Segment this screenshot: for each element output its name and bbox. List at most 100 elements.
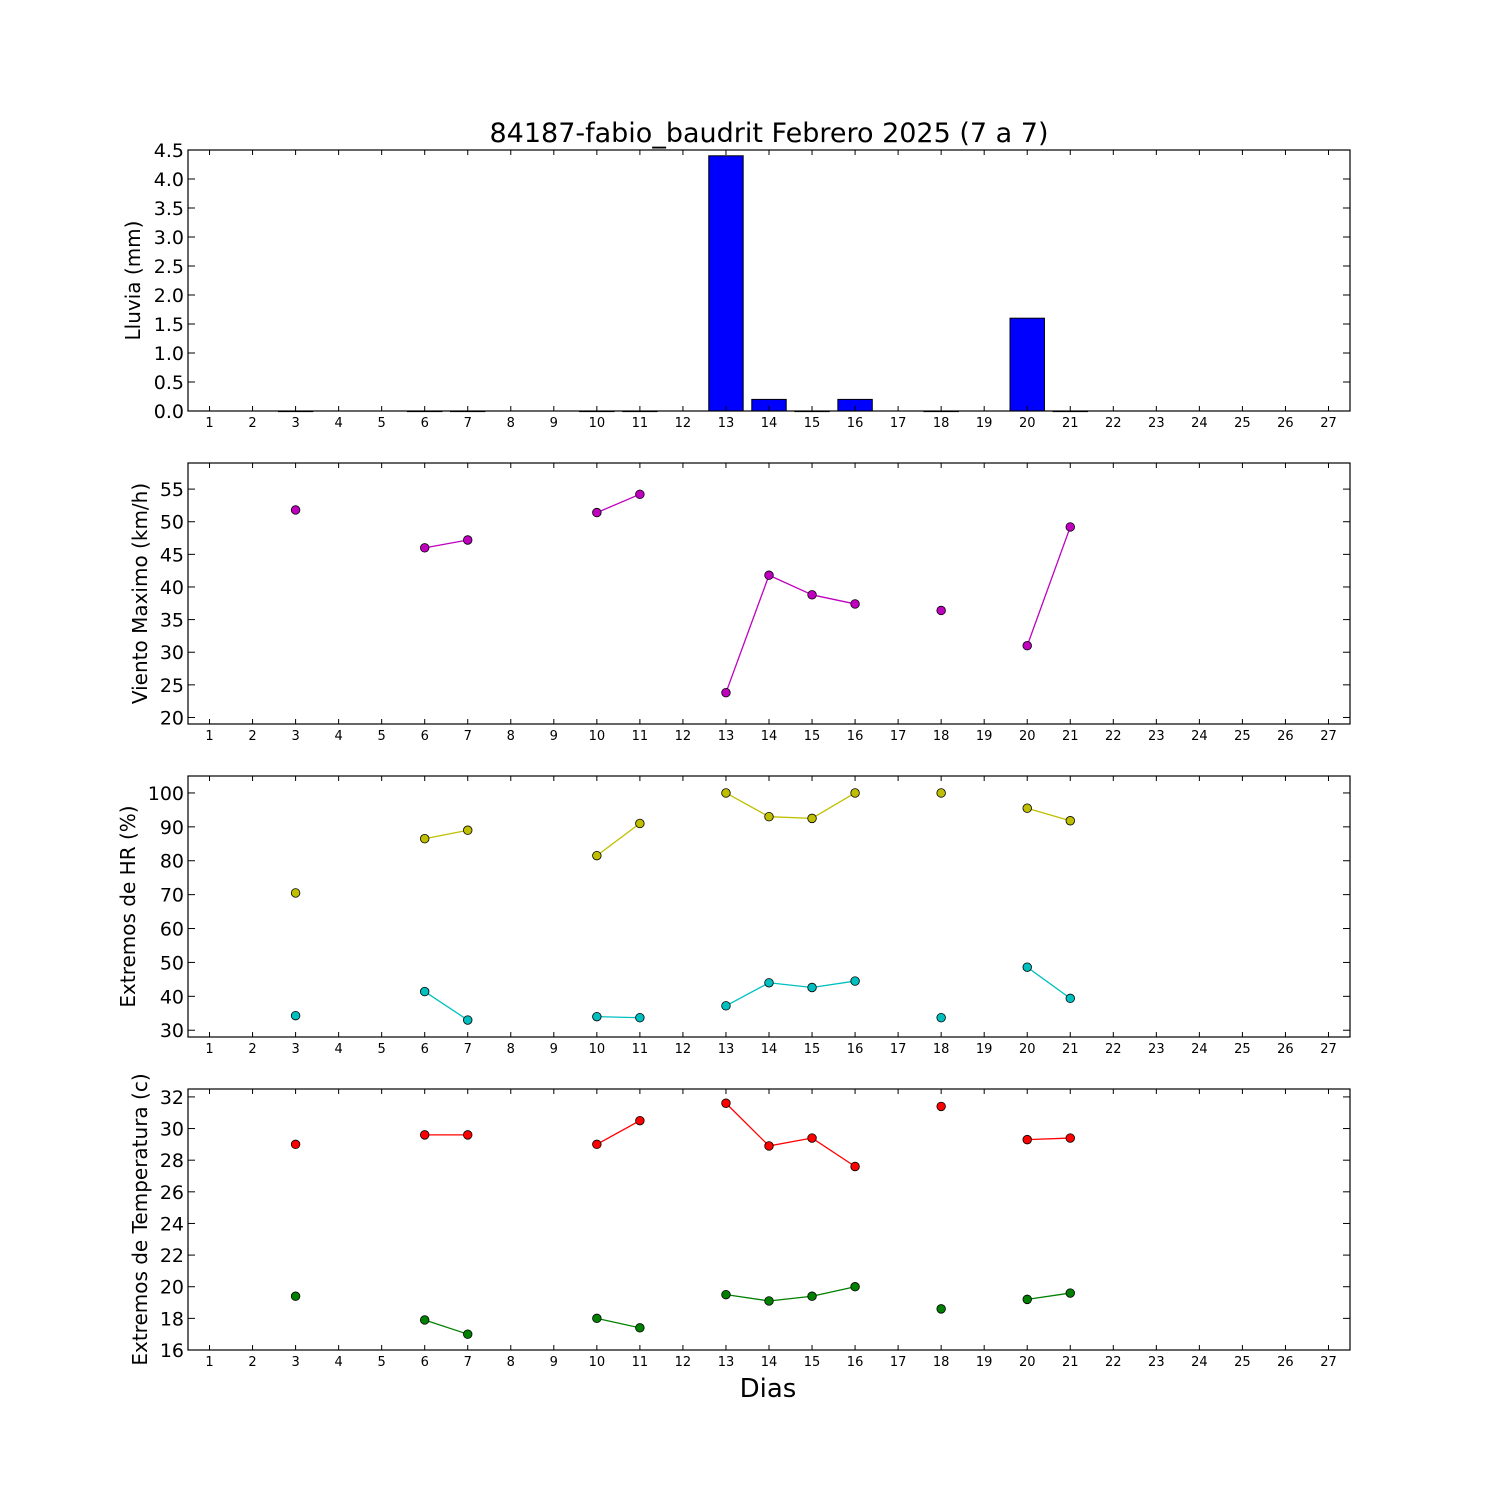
series-1-point-day-6 (420, 1130, 430, 1140)
series-2-segment (768, 1295, 813, 1302)
series-2-point-day-11 (635, 1323, 645, 1333)
plot-frame (187, 462, 1351, 725)
x-tick-label: 5 (378, 1355, 386, 1370)
series-2-point-day-20 (1022, 962, 1032, 972)
series-2-point-day-15 (807, 1291, 817, 1301)
x-tick-label: 15 (804, 1355, 821, 1370)
x-tick-label: 10 (589, 1042, 606, 1057)
series-2-point-day-3 (290, 1010, 301, 1021)
x-tick-label: 26 (1277, 416, 1294, 431)
x-tick-label: 9 (550, 729, 558, 744)
x-tick-label: 21 (1062, 416, 1079, 431)
series-1-segment (768, 1137, 813, 1147)
x-tick-label: 8 (507, 1042, 515, 1057)
series-1-point-day-15 (807, 1133, 817, 1143)
x-tick-label: 11 (632, 1355, 649, 1370)
x-tick-label: 19 (976, 1042, 993, 1057)
series-2-point-day-14 (764, 1296, 774, 1306)
x-tick-label: 8 (507, 416, 515, 431)
x-tick-label: 18 (933, 1355, 950, 1370)
series-1-point-day-6 (420, 834, 430, 844)
x-tick-label: 27 (1320, 729, 1337, 744)
series-1-point-day-16 (850, 788, 860, 798)
series-1-point-day-18 (936, 1101, 946, 1112)
x-tick-label: 5 (378, 729, 386, 744)
series-1-segment (1027, 807, 1071, 822)
series-2-segment (596, 1317, 641, 1329)
x-tick-label: 2 (248, 729, 256, 744)
series-1-segment (725, 792, 770, 818)
x-tick-label: 16 (847, 416, 864, 431)
x-tick-label: 6 (421, 416, 429, 431)
series-1-segment (596, 1120, 641, 1145)
y-tick-label: 35 (160, 610, 184, 632)
x-tick-label: 24 (1191, 729, 1208, 744)
series-1-point-day-7 (463, 1130, 473, 1140)
series-2-point-day-16 (850, 1282, 860, 1292)
x-tick-label: 3 (291, 416, 299, 431)
x-tick-label: 5 (378, 416, 386, 431)
x-tick-label: 11 (632, 1042, 649, 1057)
y-tick-label: 70 (160, 885, 184, 907)
x-tick-label: 12 (675, 1355, 692, 1370)
series-1-point-day-10 (592, 1139, 602, 1150)
series-2-point-day-11 (635, 1012, 645, 1023)
series-1-point-day-11 (635, 1115, 645, 1126)
x-tick-label: 18 (933, 729, 950, 744)
series-1-segment (768, 574, 813, 596)
y-axis-label: Extremos de Temperatura (c) (128, 1073, 152, 1365)
x-axis-label: Dias (740, 1374, 797, 1404)
x-tick-label: 9 (550, 1042, 558, 1057)
y-tick-label: 28 (160, 1150, 184, 1172)
x-tick-label: 2 (248, 416, 256, 431)
series-1-point-day-14 (764, 811, 774, 822)
series-2-point-day-16 (850, 976, 860, 986)
series-2-segment (596, 1016, 640, 1019)
x-tick-label: 21 (1062, 1355, 1079, 1370)
series-1-point-day-18 (936, 605, 946, 616)
series-1-segment (725, 575, 770, 693)
series-2-point-day-18 (936, 1012, 946, 1023)
y-tick-label: 40 (160, 577, 184, 599)
x-tick-label: 20 (1019, 416, 1036, 431)
chart-title: 84187-fabio_baudrit Febrero 2025 (7 a 7) (489, 118, 1048, 149)
series-1-segment (424, 539, 468, 549)
x-tick-label: 23 (1148, 729, 1165, 744)
series-1-point-day-15 (807, 590, 817, 600)
y-tick-label: 0.0 (154, 401, 184, 423)
x-tick-label: 27 (1320, 416, 1337, 431)
series-1-point-day-13 (721, 788, 731, 798)
x-tick-label: 4 (334, 416, 342, 431)
series-1-point-day-3 (290, 1139, 301, 1150)
y-tick-label: 50 (160, 512, 184, 534)
x-tick-label: 24 (1191, 1355, 1208, 1370)
series-2-point-day-13 (721, 1001, 731, 1011)
series-2-point-day-6 (420, 986, 430, 997)
y-tick-label: 25 (160, 675, 184, 697)
series-2-point-day-21 (1065, 993, 1075, 1004)
x-tick-label: 1 (205, 1042, 213, 1057)
y-axis-label: Viento Maximo (km/h) (128, 483, 152, 704)
x-tick-label: 14 (761, 1042, 778, 1057)
y-tick-label: 40 (160, 986, 184, 1008)
series-2-point-day-3 (290, 1291, 301, 1301)
x-tick-label: 9 (550, 416, 558, 431)
series-1-point-day-14 (764, 570, 774, 580)
x-tick-label: 5 (378, 1042, 386, 1057)
series-1-point-day-6 (420, 543, 430, 553)
x-tick-label: 11 (632, 729, 649, 744)
y-tick-label: 100 (148, 783, 184, 805)
series-2-point-day-13 (721, 1289, 731, 1300)
y-tick-label: 26 (160, 1182, 184, 1204)
series-1-segment (811, 792, 856, 819)
y-tick-label: 90 (160, 817, 184, 839)
series-2-segment (1027, 1292, 1071, 1301)
series-2-point-day-7 (463, 1015, 473, 1025)
x-tick-label: 22 (1105, 729, 1122, 744)
y-tick-label: 60 (160, 919, 184, 941)
series-1-point-day-21 (1065, 816, 1075, 826)
series-2-point-day-18 (936, 1304, 946, 1314)
x-tick-label: 23 (1148, 1042, 1165, 1057)
